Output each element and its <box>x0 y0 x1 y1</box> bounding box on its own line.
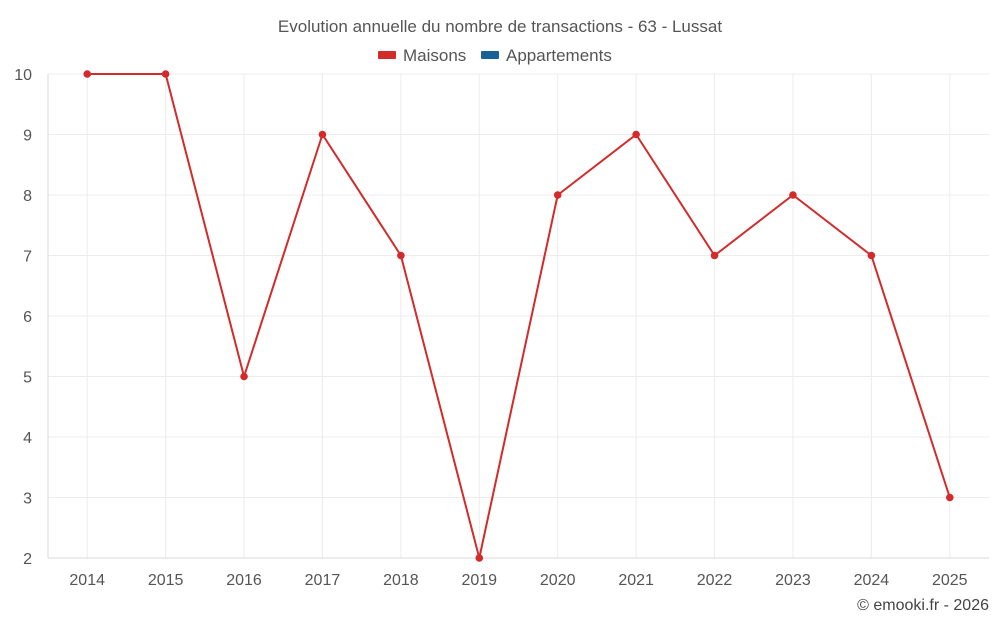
y-tick-label: 8 <box>23 188 32 205</box>
x-tick-label: 2025 <box>932 572 968 589</box>
y-tick-label: 3 <box>23 491 32 508</box>
y-tick-label: 10 <box>14 67 32 84</box>
x-tick-label: 2018 <box>383 572 419 589</box>
series-maisons <box>83 70 954 562</box>
legend[interactable]: Maisons Appartements <box>378 46 612 65</box>
x-tick-label: 2016 <box>226 572 262 589</box>
x-tick-label: 2014 <box>69 572 105 589</box>
data-point-2019[interactable] <box>475 554 484 562</box>
y-tick-label: 6 <box>23 309 32 326</box>
data-point-2021[interactable] <box>632 130 640 139</box>
data-point-2018[interactable] <box>397 251 405 260</box>
data-point-2020[interactable] <box>553 191 562 199</box>
data-point-2024[interactable] <box>867 251 876 260</box>
x-tick-label: 2022 <box>697 572 733 589</box>
data-point-2017[interactable] <box>318 130 327 139</box>
legend-label-appartements[interactable]: Appartements <box>506 46 612 65</box>
x-tick-label: 2023 <box>775 572 811 589</box>
y-tick-label: 7 <box>23 249 32 266</box>
legend-swatch-maisons[interactable] <box>378 51 396 59</box>
series-line-maisons <box>87 73 951 559</box>
x-tick-label: 2019 <box>461 572 497 589</box>
x-tick-label: 2020 <box>540 572 576 589</box>
data-point-2025[interactable] <box>945 493 954 502</box>
grid <box>47 73 989 559</box>
data-point-2022[interactable] <box>710 251 719 260</box>
data-point-2015[interactable] <box>161 70 170 78</box>
data-point-2023[interactable] <box>789 191 797 199</box>
credit-text: © emooki.fr - 2026 <box>857 597 989 614</box>
x-tick-label: 2015 <box>148 572 184 589</box>
x-tick-label: 2024 <box>854 572 890 589</box>
data-point-2016[interactable] <box>240 372 248 381</box>
y-tick-label: 2 <box>23 551 32 568</box>
data-point-2014[interactable] <box>83 70 92 78</box>
y-axis: 2 3 4 5 6 7 8 9 10 <box>14 67 32 568</box>
y-tick-label: 4 <box>23 430 32 447</box>
y-tick-label: 9 <box>23 128 32 145</box>
x-tick-label: 2017 <box>305 572 341 589</box>
legend-label-maisons[interactable]: Maisons <box>403 46 466 65</box>
x-axis: 2014 2015 2016 2017 2018 2019 2020 2021 2022 2023… <box>69 572 967 589</box>
legend-swatch-appartements[interactable] <box>481 51 499 59</box>
chart-title: Evolution annuelle du nombre de transact… <box>278 17 722 36</box>
y-tick-label: 5 <box>23 370 32 387</box>
x-tick-label: 2021 <box>618 572 654 589</box>
